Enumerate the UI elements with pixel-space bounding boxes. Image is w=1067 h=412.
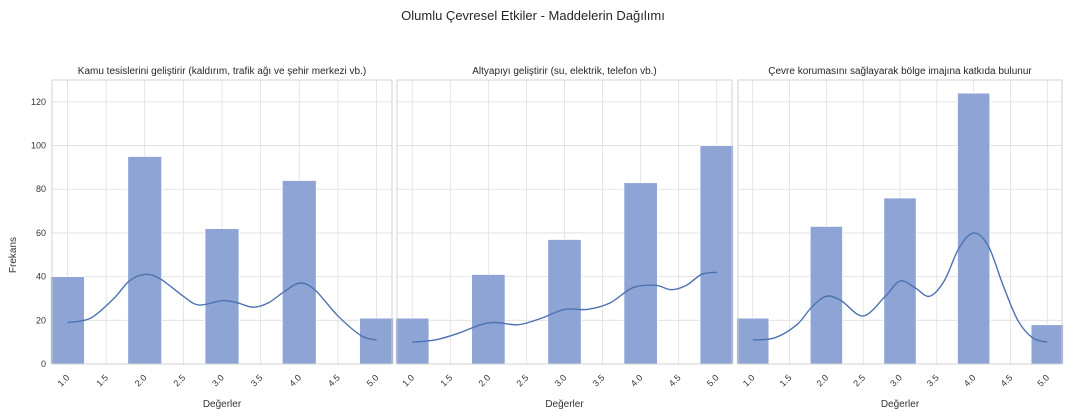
chart-title: Olumlu Çevresel Etkiler - Maddelerin Dağ…: [401, 8, 665, 23]
x-tick-label: 1.5: [438, 373, 454, 389]
x-tick-label: 1.0: [400, 373, 416, 389]
bar: [1030, 324, 1064, 365]
x-tick-label: 1.0: [56, 373, 72, 389]
panel-title: Çevre korumasını sağlayarak bölge imajın…: [768, 66, 1032, 77]
x-tick-label: 3.5: [249, 373, 265, 389]
x-tick-label: 2.0: [814, 373, 830, 389]
axes-frame: [396, 79, 733, 365]
bar: [547, 239, 582, 365]
x-tick-label: 1.0: [741, 373, 757, 389]
x-tick-label: 3.0: [210, 373, 226, 389]
kde-line: [412, 271, 717, 343]
kde-line: [67, 273, 377, 341]
x-tick-label: 2.5: [851, 373, 867, 389]
y-tick-label: 100: [31, 141, 46, 151]
y-tick-label: 120: [31, 97, 46, 107]
x-tick-label: 1.5: [778, 373, 794, 389]
y-tick-label: 20: [36, 315, 46, 325]
y-tick-label: 80: [36, 184, 46, 194]
x-tick-label: 3.0: [888, 373, 904, 389]
panel-1: Kamu tesislerini geliştirir (kaldırım, t…: [31, 66, 394, 410]
panel-title: Altyapıyı geliştirir (su, elektrik, tele…: [472, 66, 657, 77]
x-tick-label: 4.0: [629, 373, 645, 389]
x-tick-label: 2.0: [476, 373, 492, 389]
bar: [127, 156, 163, 365]
x-tick-label: 5.0: [1035, 373, 1051, 389]
x-tick-label: 4.5: [667, 373, 683, 389]
bar: [359, 317, 394, 365]
axes-frame: [737, 79, 1063, 365]
x-tick-label: 3.0: [553, 373, 569, 389]
x-tick-label: 4.5: [999, 373, 1015, 389]
bar: [809, 225, 843, 365]
x-tick-label: 1.5: [94, 373, 110, 389]
x-tick-label: 4.0: [287, 373, 303, 389]
x-tick-label: 3.5: [925, 373, 941, 389]
bar: [471, 274, 506, 365]
x-tick-label: 5.0: [365, 373, 381, 389]
y-tick-label: 0: [41, 359, 46, 369]
kde-line: [752, 232, 1048, 343]
bar: [699, 145, 734, 365]
bar: [736, 317, 770, 365]
bar: [957, 92, 991, 365]
x-axis-label: Değerler: [545, 399, 584, 410]
panel-2: Altyapıyı geliştirir (su, elektrik, tele…: [395, 66, 734, 410]
bar: [50, 276, 85, 365]
x-tick-label: 2.5: [515, 373, 531, 389]
panel-title: Kamu tesislerini geliştirir (kaldırım, t…: [78, 66, 366, 77]
x-axis-label: Değerler: [203, 399, 242, 410]
x-tick-label: 4.5: [326, 373, 342, 389]
x-tick-label: 2.0: [133, 373, 149, 389]
panels-group: Kamu tesislerini geliştirir (kaldırım, t…: [31, 66, 1064, 410]
x-tick-label: 5.0: [705, 373, 721, 389]
y-axis-label: Frekans: [8, 237, 19, 273]
bar: [281, 180, 317, 365]
y-tick-label: 60: [36, 228, 46, 238]
axes-frame: [51, 79, 393, 365]
panel-3: Çevre korumasını sağlayarak bölge imajın…: [736, 66, 1064, 410]
x-tick-label: 4.0: [962, 373, 978, 389]
x-tick-label: 2.5: [171, 373, 187, 389]
x-axis-label: Değerler: [881, 399, 920, 410]
bar: [204, 228, 240, 365]
bar: [623, 182, 658, 365]
y-tick-label: 40: [36, 272, 46, 282]
x-tick-label: 3.5: [591, 373, 607, 389]
